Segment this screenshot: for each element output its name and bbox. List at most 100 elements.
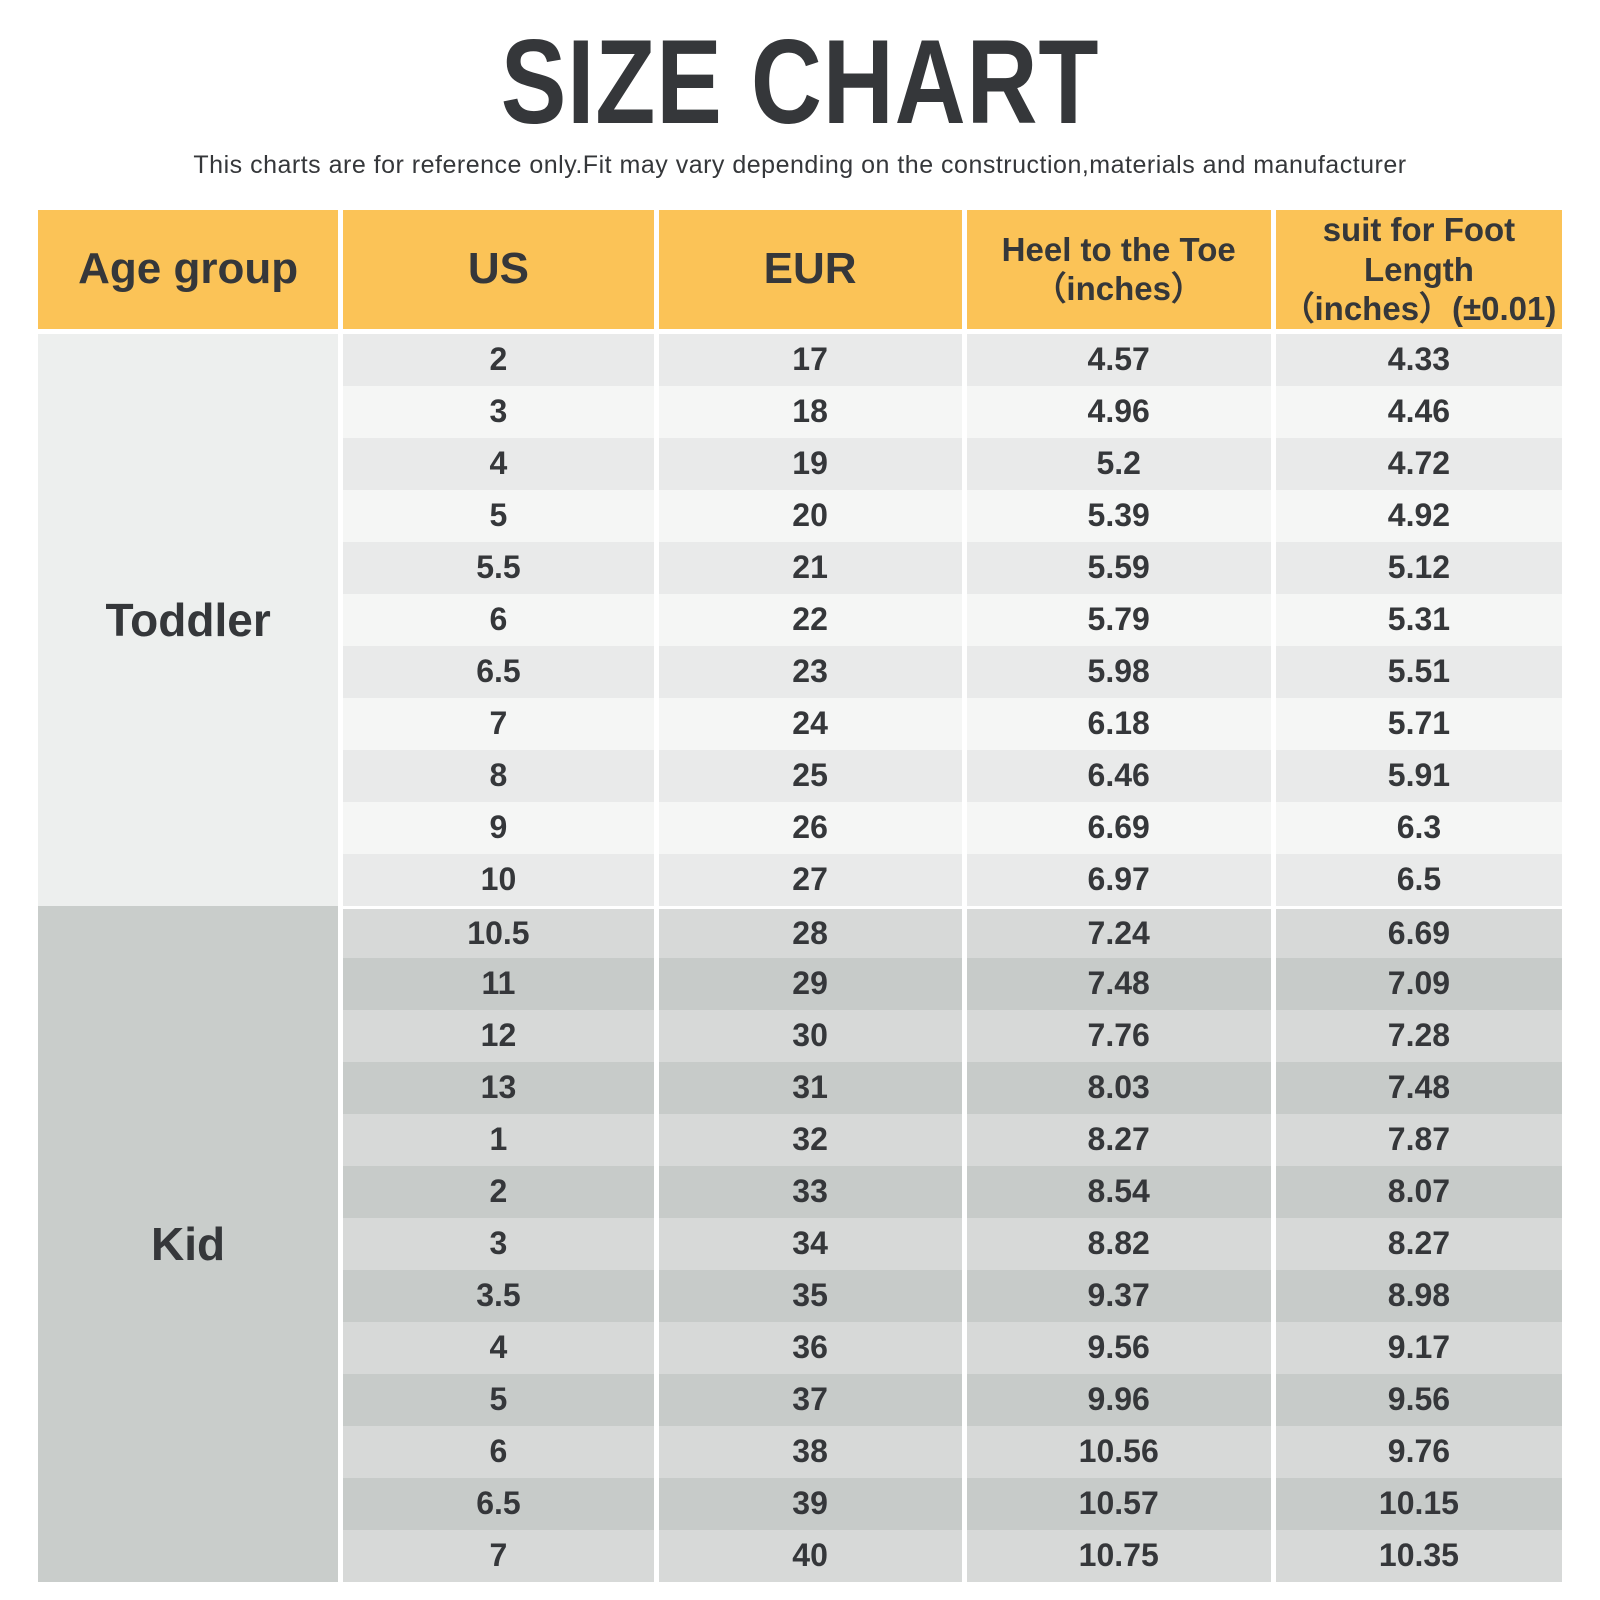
cell-foot: 4.46: [1270, 385, 1562, 438]
size-chart-table: Age group US EUR Heel to the Toe （inches…: [38, 210, 1562, 1582]
cell-eur: 23: [653, 645, 962, 698]
table-row: 12 30 7.76 7.28: [38, 1009, 1562, 1062]
cell-us: 4: [338, 1321, 654, 1374]
cell-heel: 6.69: [961, 801, 1271, 854]
cell-foot: 5.31: [1270, 593, 1562, 646]
cell-eur: 19: [653, 437, 962, 490]
cell-eur: 40: [653, 1529, 962, 1582]
cell-us: 6.5: [338, 645, 654, 698]
cell-us: 1: [338, 1113, 654, 1166]
cell-eur: 39: [653, 1477, 962, 1530]
cell-foot: 10.15: [1270, 1477, 1562, 1530]
cell-heel: 9.56: [961, 1321, 1271, 1374]
cell-heel: 5.79: [961, 593, 1271, 646]
cell-eur: 30: [653, 1009, 962, 1062]
cell-heel: 8.54: [961, 1165, 1271, 1218]
cell-eur: 25: [653, 749, 962, 802]
cell-eur: 27: [653, 853, 962, 906]
cell-heel: 10.56: [961, 1425, 1271, 1478]
cell-us: 2: [338, 1165, 654, 1218]
cell-foot: 6.3: [1270, 801, 1562, 854]
cell-us: 7: [338, 1529, 654, 1582]
cell-heel: 7.76: [961, 1009, 1271, 1062]
table-row: 6.5 23 5.98 5.51: [38, 645, 1562, 698]
cell-heel: 4.57: [961, 333, 1271, 386]
cell-foot: 9.17: [1270, 1321, 1562, 1374]
cell-us: 2: [338, 333, 654, 386]
cell-heel: 7.24: [961, 905, 1271, 958]
table-row: 7 24 6.18 5.71: [38, 697, 1562, 750]
cell-eur: 38: [653, 1425, 962, 1478]
cell-foot: 4.72: [1270, 437, 1562, 490]
table-row: 6.5 39 10.57 10.15: [38, 1477, 1562, 1530]
cell-eur: 32: [653, 1113, 962, 1166]
cell-eur: 26: [653, 801, 962, 854]
cell-us: 11: [338, 957, 654, 1010]
table-row: 4 19 5.2 4.72: [38, 437, 1562, 490]
cell-eur: 37: [653, 1373, 962, 1426]
table-row: 5 20 5.39 4.92: [38, 489, 1562, 542]
cell-foot: 7.28: [1270, 1009, 1562, 1062]
cell-us: 6: [338, 1425, 654, 1478]
cell-foot: 8.98: [1270, 1269, 1562, 1322]
cell-us: 8: [338, 749, 654, 802]
cell-heel: 5.98: [961, 645, 1271, 698]
table-row: 8 25 6.46 5.91: [38, 749, 1562, 802]
cell-foot: 5.71: [1270, 697, 1562, 750]
cell-us: 5: [338, 1373, 654, 1426]
cell-foot: 9.56: [1270, 1373, 1562, 1426]
cell-foot: 4.33: [1270, 333, 1562, 386]
cell-foot: 5.91: [1270, 749, 1562, 802]
table-row: Kid 10.5 28 7.24 6.69: [38, 905, 1562, 1582]
header-eur: EUR: [653, 210, 962, 334]
size-chart-table-wrap: Age group US EUR Heel to the Toe （inches…: [38, 210, 1562, 1582]
cell-foot: 6.5: [1270, 853, 1562, 906]
cell-heel: 6.18: [961, 697, 1271, 750]
table-row: 1 32 8.27 7.87: [38, 1113, 1562, 1166]
cell-us: 4: [338, 437, 654, 490]
cell-foot: 6.69: [1270, 905, 1562, 958]
cell-heel: 9.96: [961, 1373, 1271, 1426]
cell-foot: 7.09: [1270, 957, 1562, 1010]
page-subtitle: This charts are for reference only.Fit m…: [193, 151, 1407, 179]
table-row: 6 22 5.79 5.31: [38, 593, 1562, 646]
cell-us: 12: [338, 1009, 654, 1062]
table-row: 6 38 10.56 9.76: [38, 1425, 1562, 1478]
cell-heel: 8.03: [961, 1061, 1271, 1114]
cell-us: 3: [338, 385, 654, 438]
cell-eur: 29: [653, 957, 962, 1010]
cell-us: 3.5: [338, 1269, 654, 1322]
cell-foot: 7.87: [1270, 1113, 1562, 1166]
cell-eur: 34: [653, 1217, 962, 1270]
table-row: 4 36 9.56 9.17: [38, 1321, 1562, 1374]
table-row: Toddler 2 17 4.57 4.33: [38, 333, 1562, 906]
cell-foot: 10.35: [1270, 1529, 1562, 1582]
cell-us: 3: [338, 1217, 654, 1270]
cell-us: 13: [338, 1061, 654, 1114]
cell-eur: 17: [653, 333, 962, 386]
header-us: US: [338, 210, 654, 334]
cell-foot: 7.48: [1270, 1061, 1562, 1114]
cell-heel: 5.2: [961, 437, 1271, 490]
table-row: 3.5 35 9.37 8.98: [38, 1269, 1562, 1322]
table-row: 11 29 7.48 7.09: [38, 957, 1562, 1010]
cell-eur: 21: [653, 541, 962, 594]
cell-us: 5.5: [338, 541, 654, 594]
table-row: 9 26 6.69 6.3: [38, 801, 1562, 854]
table-row: 5.5 21 5.59 5.12: [38, 541, 1562, 594]
table-row: 7 40 10.75 10.35: [38, 1529, 1562, 1582]
cell-eur: 22: [653, 593, 962, 646]
cell-heel: 7.48: [961, 957, 1271, 1010]
cell-eur: 20: [653, 489, 962, 542]
table-row: 3 18 4.96 4.46: [38, 385, 1562, 438]
page-title: SIZE CHART: [500, 15, 1100, 149]
header-heel-to-toe: Heel to the Toe （inches）: [961, 210, 1271, 334]
cell-eur: 35: [653, 1269, 962, 1322]
cell-heel: 4.96: [961, 385, 1271, 438]
cell-heel: 10.57: [961, 1477, 1271, 1530]
header-row: Age group US EUR Heel to the Toe （inches…: [38, 210, 1562, 334]
table-row: 2 33 8.54 8.07: [38, 1165, 1562, 1218]
age-group-cell-kid: Kid: [38, 905, 339, 1582]
header-age-group: Age group: [38, 210, 339, 334]
